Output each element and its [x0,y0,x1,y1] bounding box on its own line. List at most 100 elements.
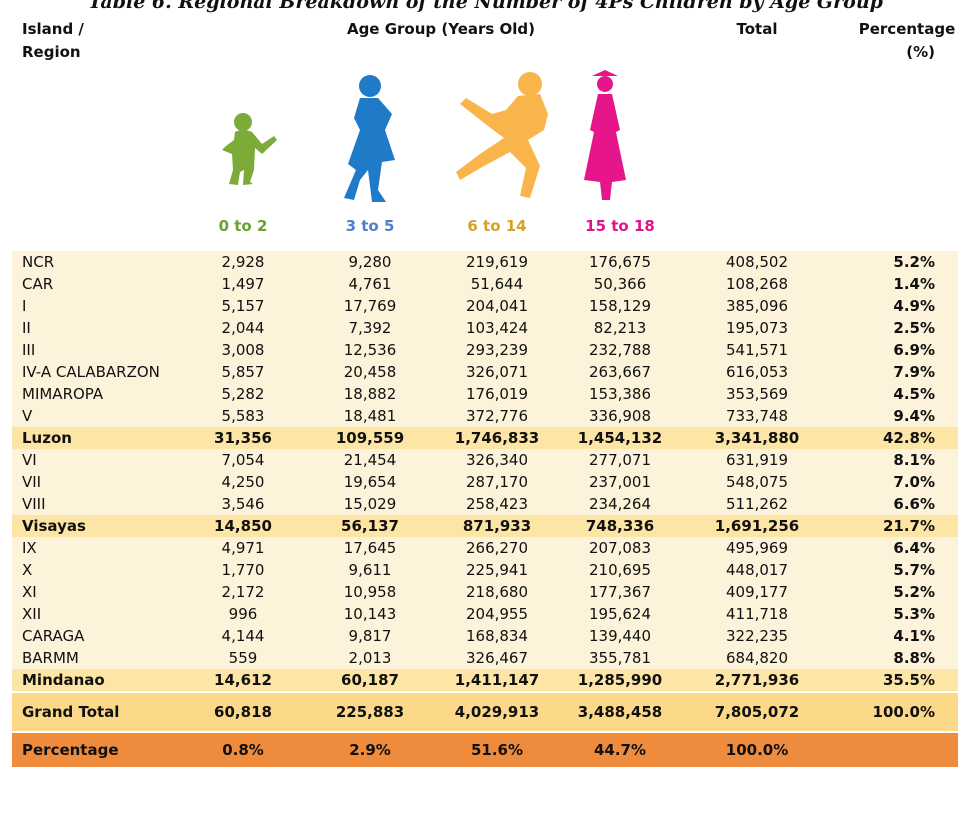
table-cell: 210,695 [588,561,652,579]
row-label: XII [22,605,42,623]
table-cell: 277,071 [588,451,652,469]
age-label: 6 to 14 [467,217,527,235]
table-cell: 158,129 [588,297,652,315]
table-cell: 44.7% [593,741,647,759]
table-cell: 495,969 [725,539,789,557]
table-cell: 1.4% [893,275,935,293]
header-percentage: Percentage [858,20,956,38]
age-label: 0 to 2 [218,217,268,235]
table-row: XII 996 10,143 204,955 195,624 411,718 5.3% [12,603,958,625]
table-row: Grand Total 60,818 225,883 4,029,913 3,488,4… [12,693,958,731]
table-cell: 9.4% [893,407,935,425]
icon-teen [456,72,548,198]
table-cell: 1,746,833 [454,429,540,447]
table-cell: 631,919 [725,451,789,469]
table-cell: 6.4% [893,539,935,557]
table-cell: 225,941 [465,561,529,579]
header-age-group: Age Group (Years Old) [346,20,536,38]
table-cell: 385,096 [725,297,789,315]
header-percentage: (%) [906,43,935,61]
table-row: XI 2,172 10,958 218,680 177,367 409,177 5.2% [12,581,958,603]
table-cell: 258,423 [465,495,529,513]
row-label: Grand Total [22,703,120,721]
table-cell: 225,883 [335,703,405,721]
row-label: II [22,319,31,337]
table-cell: 10,143 [343,605,397,623]
icon-child [344,75,395,202]
table-cell: 1,691,256 [714,517,800,535]
table-cell: 18,481 [343,407,397,425]
table-cell: 6.6% [893,495,935,513]
header-region: Region [22,43,81,61]
table-cell: 219,619 [465,253,529,271]
table-cell: 336,908 [588,407,652,425]
table-cell: 5.7% [893,561,935,579]
table-cell: 3,546 [221,495,265,513]
table-row: I 5,157 17,769 204,041 158,129 385,096 4.9% [12,295,958,317]
table-cell: 17,645 [343,539,397,557]
table-cell: 5.2% [893,253,935,271]
table-cell: 372,776 [465,407,529,425]
table-cell: 263,667 [588,363,652,381]
table-cell: 7,805,072 [714,703,800,721]
table-cell: 448,017 [725,561,789,579]
table-cell: 176,019 [465,385,529,403]
table-cell: 237,001 [588,473,652,491]
row-label: IV-A CALABARZON [22,363,160,381]
row-label: MIMAROPA [22,385,104,403]
table-cell: 20,458 [343,363,397,381]
table-cell: 2.5% [893,319,935,337]
table-cell: 287,170 [465,473,529,491]
table-cell: 1,454,132 [577,429,663,447]
table-cell: 109,559 [335,429,405,447]
table-cell: 5,282 [221,385,265,403]
table-cell: 4,761 [348,275,392,293]
table-cell: 50,366 [593,275,647,293]
table-cell: 4,144 [221,627,265,645]
table-cell: 5,857 [221,363,265,381]
table-cell: 5.3% [893,605,935,623]
table-cell: 234,264 [588,495,652,513]
table-row: Visayas 14,850 56,137 871,933 748,336 1,691,2… [12,515,958,537]
row-label: V [22,407,33,425]
row-label: BARMM [22,649,79,667]
table-cell: 18,882 [343,385,397,403]
table-cell: 204,041 [465,297,529,315]
table-cell: 353,569 [725,385,789,403]
table-cell: 871,933 [462,517,532,535]
table-cell: 103,424 [465,319,529,337]
table-cell: 541,571 [725,341,789,359]
table-cell: 31,356 [214,429,272,447]
table-cell: 8.1% [893,451,935,469]
table-cell: 2,928 [221,253,265,271]
age-label: 3 to 5 [345,217,395,235]
table-cell: 168,834 [465,627,529,645]
table-cell: 3,341,880 [714,429,800,447]
table-cell: 51,644 [470,275,524,293]
table-cell: 204,955 [465,605,529,623]
table-cell: 411,718 [725,605,789,623]
table-cell: 266,270 [465,539,529,557]
table-cell: 7.9% [893,363,935,381]
table-cell: 548,075 [725,473,789,491]
table-cell: 12,536 [343,341,397,359]
table-cell: 21.7% [882,517,935,535]
row-label: Visayas [22,517,86,535]
table-cell: 293,239 [465,341,529,359]
table-cell: 139,440 [588,627,652,645]
table-cell: 684,820 [725,649,789,667]
table-cell: 326,467 [465,649,529,667]
table-cell: 4.1% [893,627,935,645]
table-cell: 207,083 [588,539,652,557]
table-cell: 8.8% [893,649,935,667]
table-cell: 322,235 [725,627,789,645]
table-cell: 4.9% [893,297,935,315]
table-row: BARMM 559 2,013 326,467 355,781 684,820 8.8% [12,647,958,669]
header-total: Total [736,20,778,38]
table-cell: 10,958 [343,583,397,601]
table-cell: 559 [228,649,258,667]
table-cell: 51.6% [470,741,524,759]
table-cell: 996 [228,605,258,623]
table-cell: 355,781 [588,649,652,667]
table-cell: 9,817 [348,627,392,645]
